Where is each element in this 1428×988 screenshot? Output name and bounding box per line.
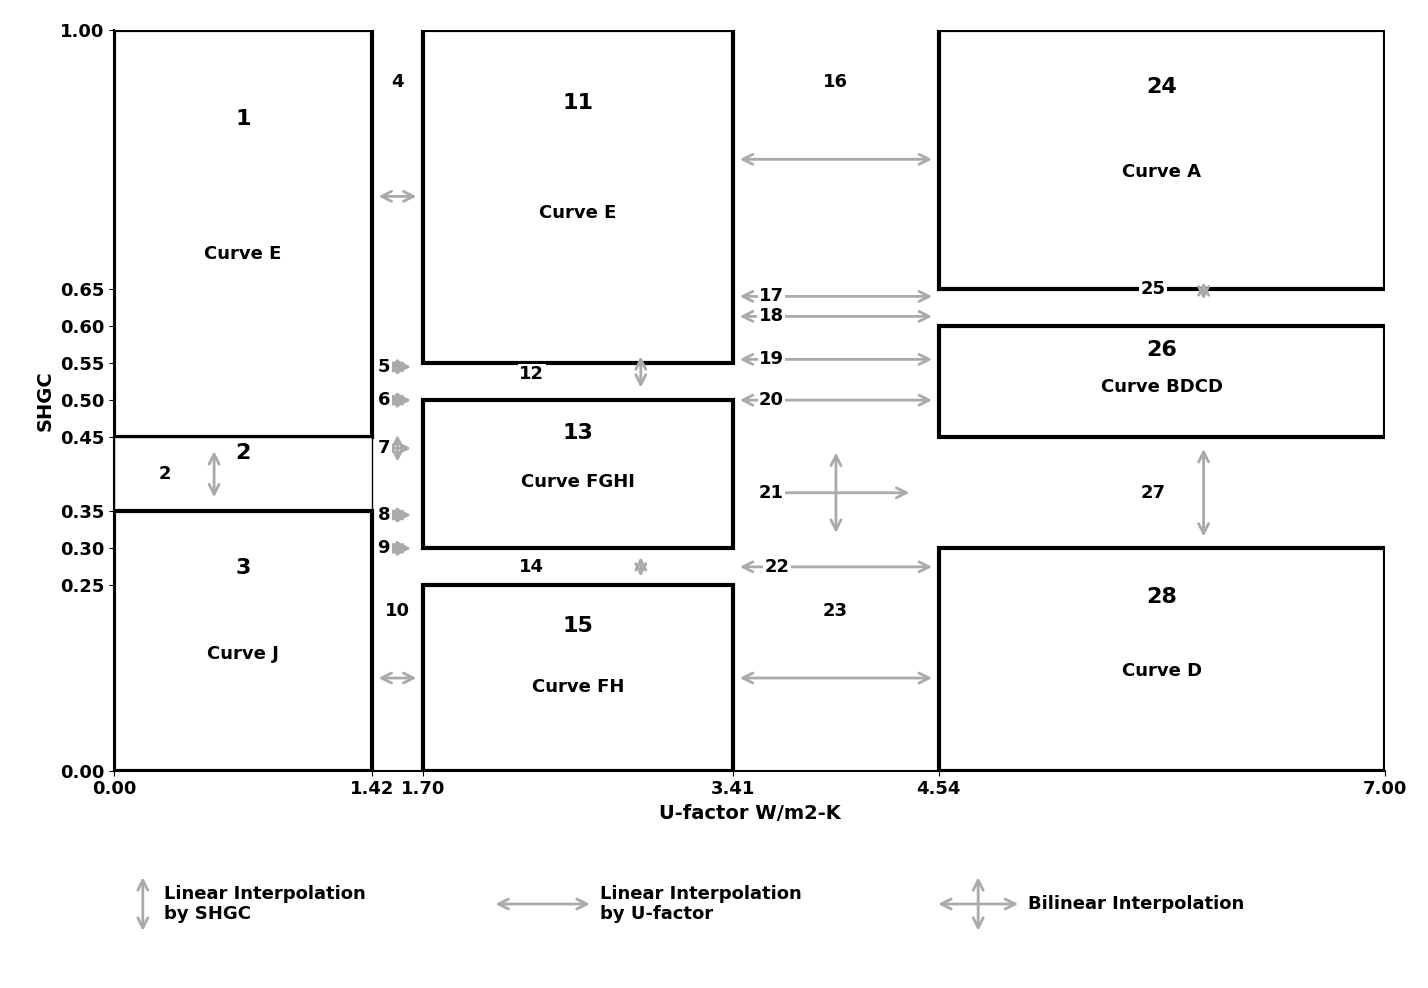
Text: 10: 10 (386, 603, 410, 620)
Text: 9: 9 (377, 539, 390, 557)
Bar (114, 437, 373, 512)
Text: 8: 8 (377, 506, 390, 524)
Text: 2: 2 (159, 465, 171, 483)
Text: 1: 1 (236, 110, 251, 129)
Text: Linear Interpolation
by U-factor: Linear Interpolation by U-factor (600, 884, 801, 924)
Bar (423, 30, 734, 364)
Text: 4: 4 (391, 72, 404, 91)
Text: 13: 13 (563, 423, 594, 443)
Text: 20: 20 (760, 391, 784, 409)
Text: Bilinear Interpolation: Bilinear Interpolation (1028, 895, 1244, 913)
Bar (938, 326, 1385, 437)
Text: Curve A: Curve A (1122, 163, 1201, 181)
Text: 7: 7 (377, 440, 390, 457)
Text: 16: 16 (823, 72, 848, 91)
Text: 17: 17 (760, 288, 784, 305)
Text: Curve FGHI: Curve FGHI (521, 472, 635, 491)
Text: 5: 5 (377, 358, 390, 375)
Text: 27: 27 (1141, 484, 1165, 502)
Text: 21: 21 (760, 484, 784, 502)
Text: 11: 11 (563, 93, 594, 113)
Text: 3: 3 (236, 558, 251, 578)
X-axis label: U-factor W/m2-K: U-factor W/m2-K (658, 804, 841, 823)
Text: 15: 15 (563, 617, 594, 636)
Text: 26: 26 (1147, 341, 1177, 361)
Text: 6: 6 (377, 391, 390, 409)
Text: 2: 2 (236, 444, 251, 463)
Text: Curve J: Curve J (207, 645, 278, 663)
Text: Curve D: Curve D (1122, 662, 1202, 680)
Text: 25: 25 (1141, 280, 1165, 298)
Text: 28: 28 (1147, 587, 1177, 608)
Text: 18: 18 (758, 307, 784, 325)
Bar (423, 400, 734, 548)
Bar (938, 30, 1385, 289)
Text: 19: 19 (760, 351, 784, 369)
Bar (423, 585, 734, 771)
Text: Curve FH: Curve FH (533, 679, 624, 697)
Text: Curve BDCD: Curve BDCD (1101, 378, 1222, 396)
Text: Curve E: Curve E (204, 245, 281, 263)
Bar (114, 512, 373, 771)
Bar (114, 30, 373, 437)
Text: 22: 22 (764, 558, 790, 576)
Text: Curve E: Curve E (540, 205, 617, 222)
Text: Linear Interpolation
by SHGC: Linear Interpolation by SHGC (164, 884, 366, 924)
Text: 23: 23 (823, 603, 848, 620)
Text: 24: 24 (1147, 77, 1177, 97)
Bar (938, 548, 1385, 771)
Y-axis label: SHGC: SHGC (36, 370, 54, 431)
Text: 14: 14 (520, 558, 544, 576)
Text: 12: 12 (520, 366, 544, 383)
